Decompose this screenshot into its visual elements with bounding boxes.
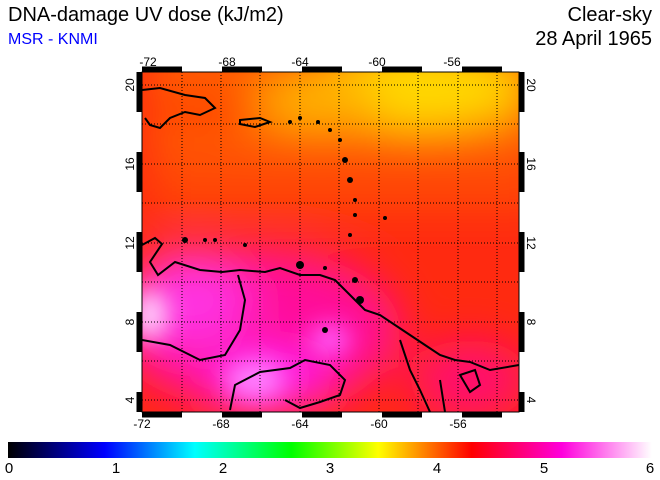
condition-label: Clear-sky xyxy=(567,4,652,26)
lat-label: 12 xyxy=(123,236,137,250)
colorbar-label: 2 xyxy=(218,460,228,477)
map-frame xyxy=(141,71,520,413)
colorbar-label: 1 xyxy=(111,460,121,477)
lat-labels-left: 20 16 12 8 4 xyxy=(123,78,137,403)
lon-label: -56 xyxy=(449,417,467,431)
lon-label: -56 xyxy=(443,55,461,69)
lon-labels-bottom: -72 -68 -64 -60 -56 xyxy=(133,417,467,431)
map-title: DNA-damage UV dose (kJ/m2) xyxy=(8,4,284,26)
colorbar-label: 4 xyxy=(432,460,442,477)
lat-label: 16 xyxy=(524,157,538,171)
lon-label: -64 xyxy=(291,55,309,69)
lon-label: -64 xyxy=(291,417,309,431)
lat-label: 8 xyxy=(524,319,538,326)
uv-dose-map: -72 -68 -64 -60 -56 -72 -68 -64 -60 -56 … xyxy=(123,55,538,431)
lat-label: 4 xyxy=(123,396,137,403)
lat-label: 8 xyxy=(123,318,137,325)
colorbar xyxy=(8,442,652,458)
lon-labels-top: -72 -68 -64 -60 -56 xyxy=(139,55,461,69)
dose-field xyxy=(142,72,519,412)
lon-label: -68 xyxy=(218,55,236,69)
lat-label: 16 xyxy=(123,157,137,171)
colorbar-label: 0 xyxy=(4,460,14,477)
colorbar-label: 5 xyxy=(539,460,549,477)
lat-label: 20 xyxy=(524,78,538,92)
lon-label: -68 xyxy=(212,417,230,431)
colorbar-label: 3 xyxy=(325,460,335,477)
lon-label: -72 xyxy=(133,417,151,431)
date-label: 28 April 1965 xyxy=(535,28,652,50)
lat-labels-right: 20 16 12 8 4 xyxy=(524,78,538,403)
lon-label: -60 xyxy=(370,417,388,431)
credit-label: MSR - KNMI xyxy=(8,31,98,48)
lat-label: 4 xyxy=(524,397,538,404)
lat-label: 20 xyxy=(123,78,137,92)
lon-label: -72 xyxy=(139,55,157,69)
frame-ticks xyxy=(136,66,525,418)
lon-label: -60 xyxy=(368,55,386,69)
colorbar-label: 6 xyxy=(645,460,655,477)
lat-label: 12 xyxy=(524,236,538,250)
